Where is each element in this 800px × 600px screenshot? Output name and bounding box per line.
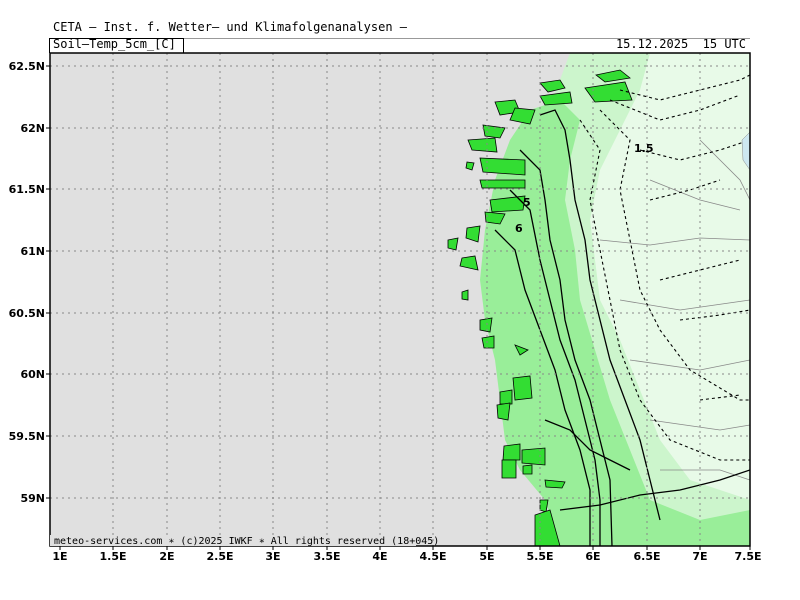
y-tick-label: 60N [20, 368, 45, 381]
x-tick-label: 7E [692, 550, 707, 563]
solid-contours [494, 109, 750, 546]
x-axis-labels: 1E 1.5E 2E 2.5E 3E 3.5E 4E 4.5E 5E 5.5E … [52, 550, 761, 563]
y-axis-labels: 62.5N 62N 61.5N 61N 60.5N 60N 59.5N 59N [9, 60, 45, 505]
graticule [50, 53, 750, 546]
y-tick-label: 61N [20, 245, 45, 258]
islands [447, 69, 633, 546]
x-tick-label: 1E [52, 550, 67, 563]
contour-label-1-5: 1.5 [634, 142, 654, 155]
y-tick-label: 61.5N [9, 183, 45, 196]
river-lines [599, 139, 750, 481]
valid-datetime: 15.12.2025 15 UTC [615, 37, 746, 51]
x-tick-label: 5E [479, 550, 494, 563]
parameter-box [49, 38, 184, 53]
y-tick-label: 62N [20, 122, 45, 135]
parameter-label: Soil–Temp_5cm_[C] [53, 37, 176, 51]
x-tick-label: 1.5E [99, 550, 126, 563]
lake [741, 131, 750, 171]
contour-label-5: 5 [523, 196, 531, 209]
y-tick-label: 60.5N [9, 307, 45, 320]
credit-text: meteo-services.com ∗ (c)2025 IWKF ∗ All … [54, 536, 439, 547]
contour-label-6: 6 [515, 222, 523, 235]
x-tick-label: 5.5E [526, 550, 553, 563]
y-tick-label: 59.5N [9, 430, 45, 443]
y-tick-label: 59N [20, 492, 45, 505]
x-tick-label: 6.5E [633, 550, 660, 563]
dashed-contours [579, 74, 750, 461]
credit-box [50, 535, 416, 546]
map-title: CETA – Inst. f. Wetter– und Klimafolgena… [53, 20, 408, 34]
x-tick-label: 3E [265, 550, 280, 563]
x-tick-label: 6E [585, 550, 600, 563]
x-tick-label: 7.5E [734, 550, 761, 563]
land-mid [480, 100, 750, 546]
tick-marks [46, 65, 751, 550]
header-bar [49, 38, 750, 53]
x-tick-label: 2E [159, 550, 174, 563]
x-tick-label: 3.5E [313, 550, 340, 563]
x-tick-label: 4E [372, 550, 387, 563]
x-tick-label: 4.5E [419, 550, 446, 563]
y-tick-label: 62.5N [9, 60, 45, 73]
x-tick-label: 2.5E [206, 550, 233, 563]
